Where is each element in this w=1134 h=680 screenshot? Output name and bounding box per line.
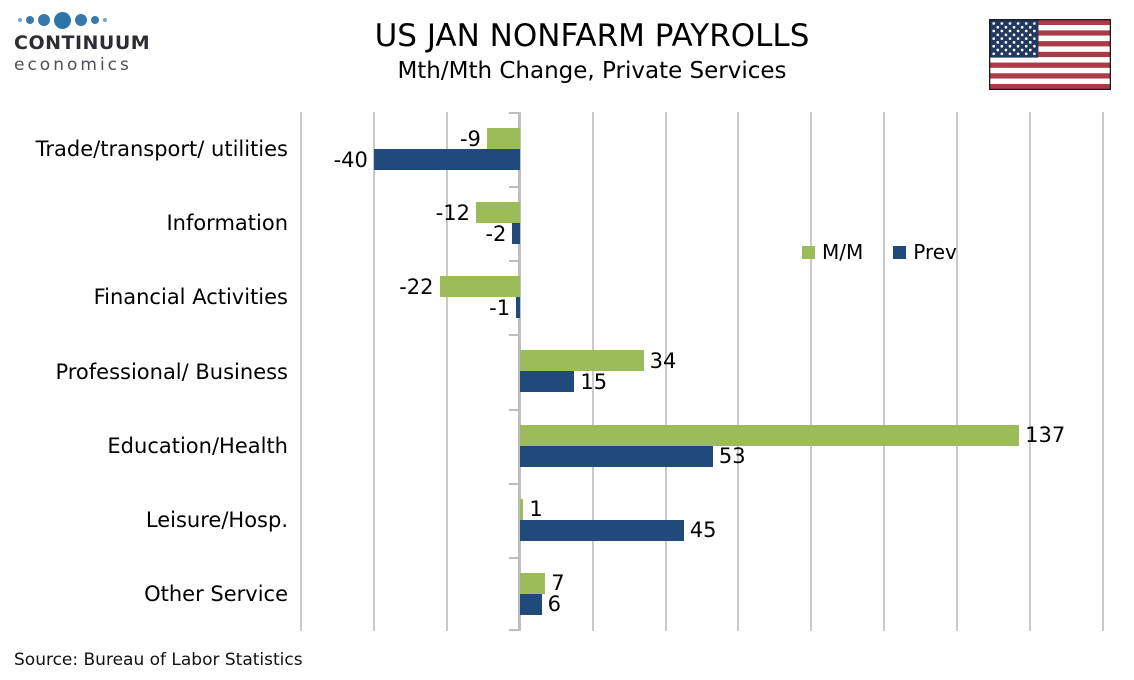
data-label: 15 (580, 369, 608, 394)
gridline (956, 112, 959, 631)
bar-mm-0 (486, 128, 520, 149)
chart-title: US JAN NONFARM PAYROLLS (374, 18, 810, 54)
category-label: Leisure/Hosp. (145, 507, 288, 532)
data-label: 6 (547, 592, 561, 617)
data-label: 45 (689, 518, 717, 543)
legend-entry-mm: M/M (802, 240, 863, 264)
legend-label: M/M (822, 240, 864, 264)
legend-swatch-icon (893, 245, 907, 259)
bar-prev-0 (373, 149, 520, 170)
chart-subtitle: Mth/Mth Change, Private Services (397, 58, 787, 84)
bar-prev-5 (519, 519, 684, 541)
axis-tick (509, 112, 519, 114)
axis-tick (509, 629, 519, 631)
us-flag-icon (989, 19, 1111, 90)
legend-entry-prev: Prev (893, 240, 957, 264)
data-label: -9 (459, 126, 481, 151)
bar-prev-3 (519, 371, 575, 393)
data-label: -1 (489, 295, 511, 320)
gridline (591, 112, 594, 631)
continuum-logo: CONTINUUM economics (14, 10, 164, 75)
bar-mm-1 (475, 202, 520, 224)
category-label: Other Service (144, 581, 288, 606)
logo-subwordmark: economics (14, 55, 132, 75)
legend-label: Prev (913, 240, 957, 264)
gridline (1029, 112, 1032, 631)
bar-chart-plot: -9 -40 -12 -2 -22 -1 34 15 137 53 1 45 7 6 (300, 112, 1104, 631)
data-label: 34 (649, 348, 677, 373)
data-label: 53 (718, 444, 746, 469)
axis-tick (509, 334, 519, 337)
axis-tick (509, 408, 519, 411)
data-label: 137 (1025, 423, 1066, 448)
gridline (664, 112, 667, 631)
axis-tick (509, 186, 519, 189)
bar-mm-2 (439, 276, 520, 298)
title-block: US JAN NONFARM PAYROLLS Mth/Mth Change, … (50, 18, 1134, 84)
bar-prev-6 (519, 593, 542, 615)
data-label: -22 (399, 274, 434, 299)
source-note: Source: Bureau of Labor Statistics (14, 650, 303, 670)
chart-legend: M/M Prev (802, 240, 987, 264)
axis-tick (509, 556, 519, 559)
data-label: 7 (551, 571, 565, 596)
bar-mm-5 (519, 498, 524, 520)
category-label: Financial Activities (93, 285, 288, 310)
gridline (1102, 112, 1104, 631)
data-label: -12 (435, 200, 470, 225)
data-label: 1 (529, 497, 543, 522)
category-label: Information (166, 211, 288, 236)
gridline (372, 112, 375, 631)
data-label: -40 (333, 147, 368, 172)
category-label: Trade/transport/ utilities (35, 137, 288, 162)
category-label: Professional/ Business (55, 359, 288, 384)
axis-tick (509, 260, 519, 263)
gridline (300, 112, 302, 631)
bar-mm-3 (519, 350, 644, 372)
category-label: Education/Health (107, 433, 288, 458)
gridline (883, 112, 886, 631)
logo-wordmark: CONTINUUM (14, 32, 151, 54)
logo-dots-icon (16, 10, 164, 30)
bar-prev-4 (519, 445, 713, 467)
gridline (737, 112, 740, 631)
legend-swatch-icon (802, 245, 815, 259)
axis-tick (509, 482, 519, 485)
bar-mm-6 (519, 572, 546, 594)
gridline (810, 112, 813, 631)
data-label: -2 (485, 221, 507, 246)
bar-prev-1 (512, 223, 520, 245)
bar-prev-2 (516, 297, 520, 319)
bar-mm-4 (519, 424, 1020, 446)
gridline (445, 112, 448, 631)
